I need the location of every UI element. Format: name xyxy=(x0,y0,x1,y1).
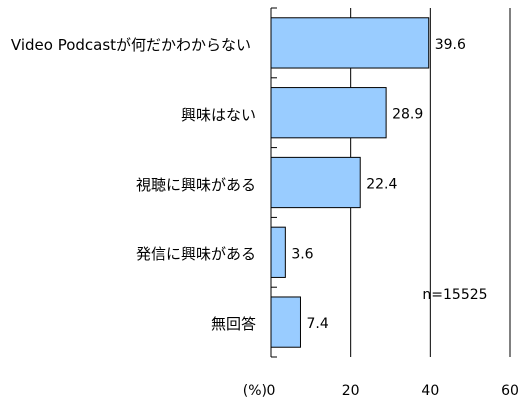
value-label: 7.4 xyxy=(306,316,328,332)
bar xyxy=(270,156,361,209)
value-label: 39.6 xyxy=(435,37,466,53)
x-tick-label: 60 xyxy=(501,383,519,399)
value-label: 28.9 xyxy=(392,107,423,123)
bar xyxy=(270,17,430,69)
value-label: 22.4 xyxy=(366,177,397,193)
bar xyxy=(270,296,301,348)
category-label: 無回答 xyxy=(210,315,256,334)
value-label: 3.6 xyxy=(291,246,313,262)
bar xyxy=(270,87,387,139)
x-axis-label: (%) xyxy=(243,383,267,399)
category-label: 発信に興味がある xyxy=(135,245,256,264)
annotation: n=15525 xyxy=(422,287,487,303)
category-label: 興味はない xyxy=(180,105,256,124)
x-tick-label: 20 xyxy=(342,383,360,399)
x-tick-label: 40 xyxy=(421,383,439,399)
bar xyxy=(270,226,286,278)
category-label: Video Podcastが何だかわからない xyxy=(10,35,252,54)
x-tick-label: 0 xyxy=(267,383,276,399)
category-label: 視聴に興味がある xyxy=(135,175,256,194)
